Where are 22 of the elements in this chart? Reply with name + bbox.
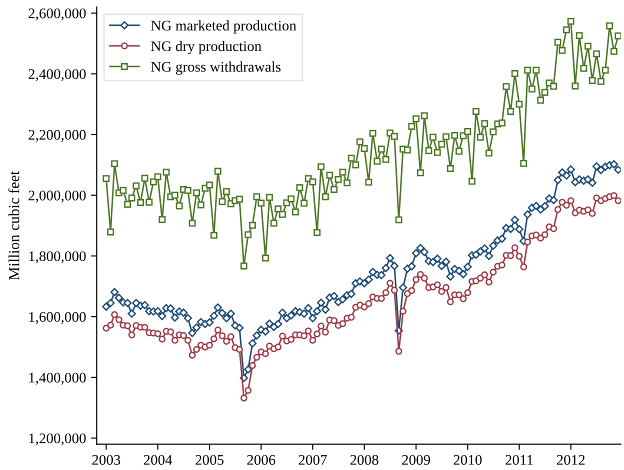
x-tick-label: 2008 xyxy=(350,454,378,465)
y-tick-label: 1,200,000 xyxy=(29,433,86,446)
y-tick-label: 2,400,000 xyxy=(28,69,86,82)
x-tick-label: 2005 xyxy=(196,454,224,465)
x-tick-label: 2009 xyxy=(402,454,430,465)
y-tick-label: 2,600,000 xyxy=(28,8,86,20)
legend-label: NG marketed production xyxy=(151,20,296,34)
x-tick-label: 2003 xyxy=(92,454,120,465)
x-tick-label: 2006 xyxy=(247,454,276,465)
y-tick-label: 1,600,000 xyxy=(29,312,86,324)
x-tick-label: 2004 xyxy=(144,454,172,465)
y-tick-label: 2,200,000 xyxy=(28,130,86,142)
x-tick-label: 2010 xyxy=(454,454,482,465)
y-tick-label: 2,000,000 xyxy=(28,190,86,203)
x-tick-label: 2011 xyxy=(506,454,533,465)
y-tick-label: 1,800,000 xyxy=(29,251,86,264)
x-tick-label: 2007 xyxy=(298,454,327,465)
legend-label: NG dry production xyxy=(151,40,262,54)
x-tick-label: 2012 xyxy=(556,454,585,465)
legend-label: NG gross withdrawals xyxy=(151,62,281,75)
y-axis-title: Million cubic feet xyxy=(8,170,20,280)
y-tick-label: 1,400,000 xyxy=(29,372,86,385)
